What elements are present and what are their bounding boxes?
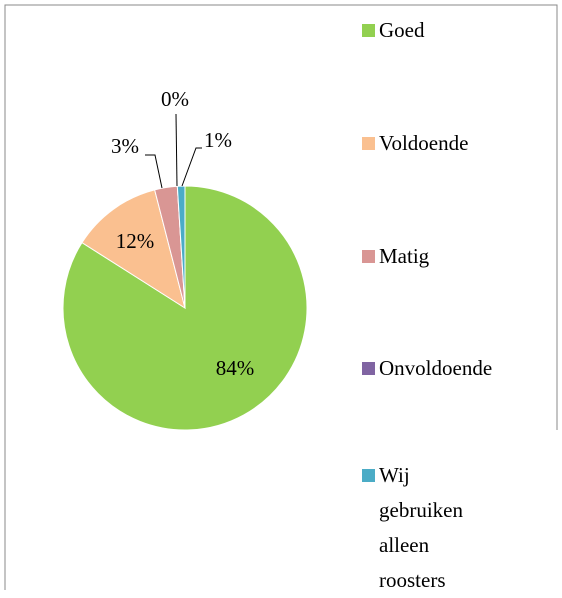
legend-label: Voldoende — [379, 131, 469, 155]
data-label: 3% — [111, 134, 139, 158]
pie-slice — [81, 189, 186, 310]
legend-swatch — [362, 137, 375, 150]
legend-label: Matig — [379, 244, 430, 268]
data-label: 1% — [204, 128, 232, 152]
leader-line — [175, 113, 178, 187]
leader-line — [181, 147, 202, 187]
legend-label: Goed — [379, 18, 425, 42]
data-label: 0% — [161, 87, 189, 111]
data-label: 12% — [116, 229, 155, 253]
pie-slice — [176, 185, 186, 309]
legend-label: Onvoldoende — [379, 356, 493, 380]
legend-swatch — [362, 250, 375, 263]
legend-item: Matig — [362, 239, 472, 274]
legend-swatch — [362, 362, 375, 375]
legend-label: Wij gebruiken alleen roosters — [379, 463, 463, 592]
frame-border — [4, 4, 558, 590]
data-label: 84% — [216, 356, 255, 380]
legend-item: Goed — [362, 13, 472, 48]
legend-swatch — [362, 469, 375, 482]
legend-item: Onvoldoende — [362, 351, 492, 386]
legend-item: Wij gebruiken alleen roosters — [362, 458, 472, 598]
legend-swatch — [362, 24, 375, 37]
leader-line — [145, 154, 163, 189]
legend-item: Voldoende — [362, 126, 472, 161]
